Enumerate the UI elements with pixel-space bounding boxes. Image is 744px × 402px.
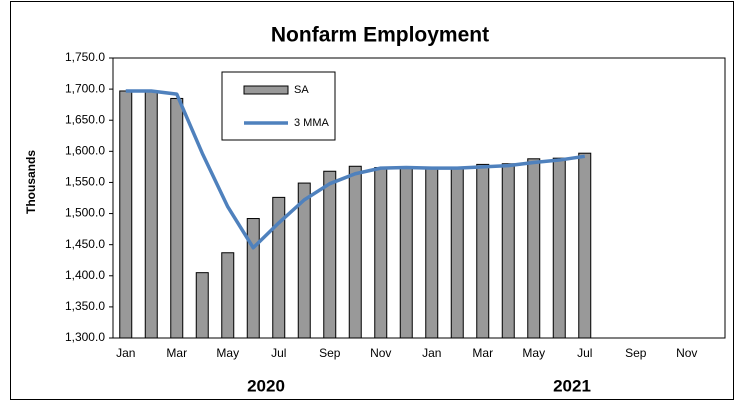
bar xyxy=(374,167,388,339)
bar xyxy=(297,182,311,339)
x-tick-label: Jan xyxy=(422,346,441,360)
chart-title: Nonfarm Employment xyxy=(271,24,489,47)
y-tick-label: 1,700.0 xyxy=(65,81,105,95)
line xyxy=(125,89,586,250)
y-tick-label: 1,750.0 xyxy=(65,50,105,64)
bar xyxy=(246,218,260,339)
x-tick-label: Mar xyxy=(166,346,187,360)
x-tick-label: May xyxy=(522,346,545,360)
x-tick-label: Mar xyxy=(472,346,493,360)
legend-swatch xyxy=(243,85,289,95)
bar xyxy=(170,97,184,339)
bar xyxy=(272,196,286,339)
bar xyxy=(348,165,362,339)
bar xyxy=(450,167,464,339)
y-tick-label: 1,450.0 xyxy=(65,237,105,251)
x-tick-label: Nov xyxy=(370,346,391,360)
x-tick-label: Jul xyxy=(577,346,592,360)
y-tick-label: 1,550.0 xyxy=(65,175,105,189)
legend-label: 3 MMA xyxy=(294,117,330,129)
x-tick-label: Nov xyxy=(676,346,697,360)
y-tick-label: 1,400.0 xyxy=(65,268,105,282)
bar xyxy=(552,157,566,339)
bar xyxy=(527,158,541,339)
bar xyxy=(425,168,439,339)
x-tick-label: May xyxy=(216,346,239,360)
bar xyxy=(476,163,490,339)
legend-box xyxy=(221,71,336,141)
bar xyxy=(221,252,235,339)
x-tick-label: Jul xyxy=(271,346,286,360)
y-tick-label: 1,500.0 xyxy=(65,206,105,220)
year-label: 2021 xyxy=(553,376,591,395)
x-tick-label: Sep xyxy=(319,346,341,360)
bar xyxy=(323,170,337,339)
bar xyxy=(144,91,158,339)
legend-label: SA xyxy=(294,84,309,96)
y-tick-label: 1,350.0 xyxy=(65,299,105,313)
y-tick-label: 1,650.0 xyxy=(65,112,105,126)
x-tick-label: Jan xyxy=(116,346,135,360)
bar xyxy=(399,167,413,339)
bar xyxy=(501,163,515,339)
y-axis-label: Thousands xyxy=(24,150,38,214)
plot-area xyxy=(112,57,726,339)
y-tick-label: 1,300.0 xyxy=(65,330,105,344)
y-tick-label: 1,600.0 xyxy=(65,144,105,158)
bar xyxy=(578,152,592,339)
bar xyxy=(119,90,133,339)
x-tick-label: Sep xyxy=(625,346,647,360)
bar xyxy=(195,272,209,339)
year-label: 2020 xyxy=(247,376,285,395)
